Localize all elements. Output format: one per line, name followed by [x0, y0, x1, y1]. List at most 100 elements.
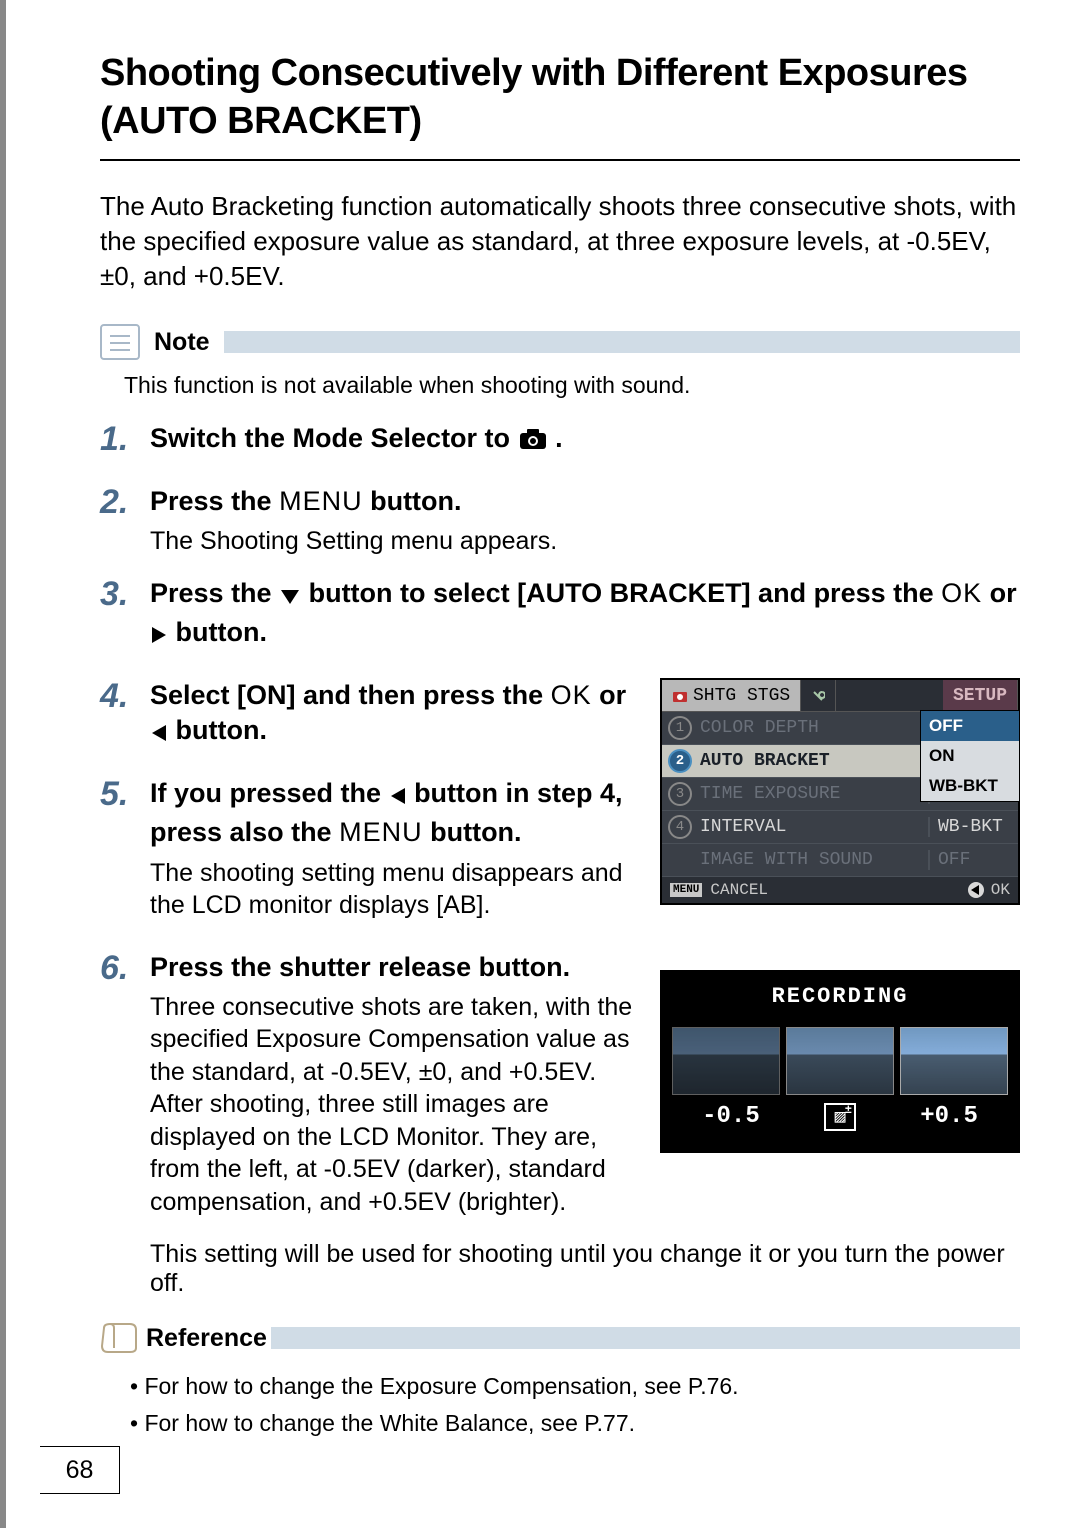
- menu-popup: OFF ON WB-BKT: [920, 710, 1020, 802]
- step-head: If you pressed the button in step 4, pre…: [150, 776, 636, 850]
- step-text: If you pressed the: [150, 778, 389, 808]
- footer-ok-text: OK: [991, 881, 1010, 899]
- menu-tab-setup: SETUP: [943, 680, 1018, 711]
- recording-title: RECORDING: [670, 984, 1010, 1009]
- left-circle-icon: [967, 881, 985, 899]
- reference-header: Reference: [100, 1322, 1020, 1354]
- step-head: Press the shutter release button.: [150, 950, 636, 985]
- popup-item: WB-BKT: [921, 771, 1019, 801]
- step-number: 1.: [100, 421, 132, 466]
- step-text: button.: [168, 617, 267, 647]
- step-desc: The Shooting Setting menu appears.: [150, 525, 1020, 558]
- step-text: button to select [AUTO BRACKET] and pres…: [301, 578, 941, 608]
- menu-tab-shtg: SHTG STGS: [662, 680, 801, 711]
- step6-with-figure: 6. Press the shutter release button. Thr…: [100, 950, 1020, 1237]
- reference-stripe: [271, 1327, 1020, 1349]
- step-text: Press the: [150, 578, 279, 608]
- step-text: or: [592, 680, 627, 710]
- camera-menu-screenshot: SHTG STGS SETUP 1 COLOR DEPTH NORMAL: [660, 678, 1020, 905]
- page-content: Shooting Consecutively with Different Ex…: [0, 0, 1080, 1442]
- row-value: OFF: [928, 850, 1018, 870]
- menu-row: 4 INTERVAL WB-BKT: [662, 811, 1018, 844]
- tab-label: SHTG STGS: [693, 686, 790, 706]
- left-triangle-icon: [389, 780, 407, 815]
- step-head: Press the MENU button.: [150, 484, 1020, 519]
- step-text: Select [ON] and then press the: [150, 680, 551, 710]
- menu-tab-mid: [801, 680, 836, 711]
- step-5: 5. If you pressed the button in step 4, …: [100, 776, 636, 921]
- reference-item: For how to change the White Balance, see…: [130, 1405, 1020, 1442]
- step-text: button.: [168, 715, 267, 745]
- ev-label: +0.5: [920, 1103, 978, 1131]
- page-title: Shooting Consecutively with Different Ex…: [100, 50, 1020, 145]
- down-triangle-icon: [279, 580, 301, 615]
- step-number: 4.: [100, 678, 132, 758]
- note-text: This function is not available when shoo…: [124, 372, 1020, 399]
- footer-menu-badge: MENU: [670, 883, 702, 897]
- popup-item: ON: [921, 741, 1019, 771]
- wrench-icon: [811, 689, 825, 703]
- reference-item: For how to change the Exposure Compensat…: [130, 1368, 1020, 1405]
- step-desc: Three consecutive shots are taken, with …: [150, 991, 636, 1089]
- left-triangle-icon: [150, 717, 168, 752]
- recording-thumbs: [670, 1027, 1010, 1095]
- exposure-icon: ▨: [824, 1103, 856, 1131]
- note-icon: [100, 324, 140, 360]
- reference-label: Reference: [146, 1324, 267, 1353]
- row-label: INTERVAL: [698, 817, 928, 837]
- intro-paragraph: The Auto Bracketing function automatical…: [100, 189, 1020, 294]
- recording-screenshot: RECORDING -0.5 ▨ +0.5: [660, 970, 1020, 1153]
- ev-label: -0.5: [702, 1103, 760, 1131]
- step-2: 2. Press the MENU button. The Shooting S…: [100, 484, 1020, 558]
- step-head: Switch the Mode Selector to .: [150, 421, 1020, 460]
- step-3: 3. Press the button to select [AUTO BRAC…: [100, 576, 1020, 660]
- footer-cancel: CANCEL: [710, 881, 768, 899]
- steps-with-figure: 4. Select [ON] and then press the OK or …: [100, 678, 1020, 939]
- step-6: 6. Press the shutter release button. Thr…: [100, 950, 636, 1219]
- row-value: WB-BKT: [928, 817, 1018, 837]
- step-desc: The shooting setting menu disappears and…: [150, 857, 636, 922]
- step-desc: After shooting, three still images are d…: [150, 1088, 636, 1218]
- step-text: or: [982, 578, 1017, 608]
- step-number: 2.: [100, 484, 132, 558]
- step-text: button.: [363, 486, 462, 516]
- step-text: .: [555, 423, 563, 453]
- note-header: Note: [100, 324, 1020, 360]
- step-text: button.: [423, 817, 522, 847]
- step-number: 6.: [100, 950, 132, 1219]
- page-number: 68: [40, 1446, 120, 1494]
- recording-labels: -0.5 ▨ +0.5: [670, 1103, 1010, 1131]
- menu-label: MENU: [279, 486, 363, 516]
- menu-row: IMAGE WITH SOUND OFF: [662, 844, 1018, 877]
- row-num-icon: 1: [668, 716, 692, 740]
- step-number: 3.: [100, 576, 132, 660]
- camera-icon: [672, 689, 688, 703]
- ok-label: OK: [551, 680, 592, 710]
- ok-label: OK: [941, 578, 982, 608]
- step-head: Select [ON] and then press the OK or but…: [150, 678, 636, 752]
- camera-icon: [518, 425, 548, 460]
- title-rule: [100, 159, 1020, 161]
- step-head: Press the button to select [AUTO BRACKET…: [150, 576, 1020, 654]
- row-label: COLOR DEPTH: [698, 718, 928, 738]
- thumb-dark: [672, 1027, 780, 1095]
- page-edge: [0, 0, 6, 1528]
- reference-icon: [100, 1322, 138, 1354]
- row-label: IMAGE WITH SOUND: [698, 850, 928, 870]
- row-label: TIME EXPOSURE: [698, 784, 928, 804]
- row-num-icon: 3: [668, 782, 692, 806]
- menu-footer: MENU CANCEL OK: [662, 877, 1018, 903]
- note-stripe: [224, 331, 1020, 353]
- reference-list: For how to change the Exposure Compensat…: [130, 1368, 1020, 1442]
- right-triangle-icon: [150, 619, 168, 654]
- thumb-bright: [900, 1027, 1008, 1095]
- step-text: Press the: [150, 486, 279, 516]
- row-num-icon: [668, 848, 692, 872]
- note-label: Note: [154, 328, 210, 357]
- thumb-std: [786, 1027, 894, 1095]
- row-label: AUTO BRACKET: [698, 751, 928, 771]
- footer-ok: OK: [967, 881, 1010, 899]
- step-number: 5.: [100, 776, 132, 921]
- popup-item: OFF: [921, 711, 1019, 741]
- menu-label: MENU: [339, 817, 423, 847]
